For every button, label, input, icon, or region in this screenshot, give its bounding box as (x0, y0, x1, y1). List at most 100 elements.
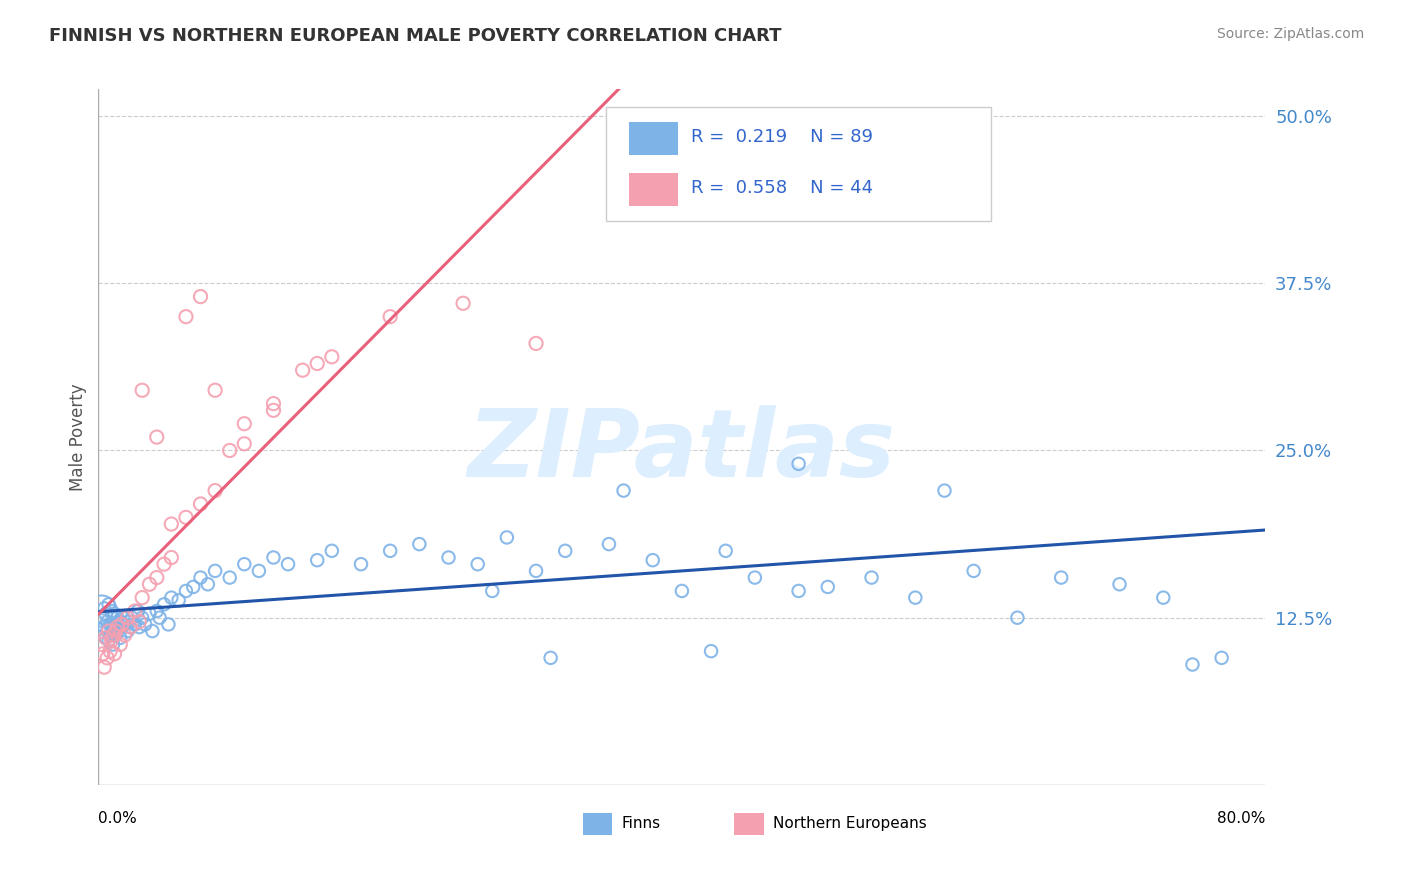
Point (218, 571, 240, 585)
Point (138, 577, 160, 591)
Point (100, 633, 122, 648)
Point (1181, 657, 1204, 672)
Point (934, 483, 956, 498)
Point (160, 516, 183, 531)
Bar (582, 813, 612, 835)
Point (181, 580, 204, 594)
Text: Source: ZipAtlas.com: Source: ZipAtlas.com (1216, 27, 1364, 41)
Point (97, 598, 120, 612)
Point (1211, 651, 1233, 665)
Point (117, 624, 139, 639)
Y-axis label: Male Poverty: Male Poverty (69, 384, 87, 491)
Point (934, 109, 956, 123)
Point (120, 620, 142, 634)
Point (277, 557, 299, 572)
Point (105, 624, 128, 639)
Point (307, 553, 329, 567)
Point (540, 651, 562, 665)
Point (101, 611, 124, 625)
Point (131, 611, 153, 625)
Point (98, 617, 121, 632)
Point (104, 624, 127, 639)
Point (153, 557, 176, 572)
Point (117, 611, 139, 625)
Point (174, 510, 197, 524)
Point (408, 537, 430, 551)
Point (321, 544, 343, 558)
Point (93, 660, 115, 674)
Point (262, 550, 284, 565)
Point (174, 310, 197, 324)
Point (524, 564, 547, 578)
Point (817, 580, 839, 594)
Point (124, 604, 146, 618)
Text: R =  0.558    N = 44: R = 0.558 N = 44 (692, 179, 873, 197)
Point (141, 624, 163, 639)
Point (90, 637, 112, 651)
Point (467, 557, 489, 572)
Text: Finns: Finns (621, 815, 661, 830)
Point (671, 584, 693, 599)
Point (94, 607, 117, 621)
Point (190, 497, 212, 511)
Point (1007, 611, 1029, 625)
Point (233, 417, 256, 431)
Point (157, 617, 180, 632)
Point (111, 620, 134, 634)
Text: 80.0%: 80.0% (1218, 811, 1265, 826)
Point (612, 483, 634, 498)
FancyBboxPatch shape (606, 106, 991, 221)
Point (108, 620, 131, 634)
Point (700, 644, 723, 658)
Point (524, 336, 547, 351)
Point (146, 604, 169, 618)
Bar (630, 173, 679, 206)
Point (787, 457, 810, 471)
Point (97, 624, 120, 639)
Point (94, 631, 117, 645)
Point (1152, 591, 1174, 605)
Point (167, 593, 190, 607)
Point (174, 584, 197, 599)
Point (90, 604, 112, 618)
Point (101, 628, 124, 642)
Point (94, 631, 117, 645)
Text: 0.0%: 0.0% (98, 811, 138, 826)
Point (380, 544, 402, 558)
Point (233, 436, 256, 450)
Point (160, 591, 183, 605)
Point (307, 356, 329, 371)
Point (114, 628, 136, 642)
Point (321, 350, 343, 364)
Point (104, 628, 127, 642)
Point (120, 620, 142, 634)
Point (101, 624, 124, 639)
Point (138, 607, 160, 621)
Point (91, 647, 114, 661)
Point (153, 598, 176, 612)
Point (93, 620, 115, 634)
Point (496, 530, 519, 544)
Point (641, 553, 664, 567)
Point (190, 289, 212, 303)
Point (554, 544, 576, 558)
Point (149, 611, 172, 625)
Point (197, 577, 219, 591)
Point (218, 443, 240, 458)
Point (124, 617, 146, 632)
Point (97, 633, 120, 648)
Point (93, 601, 115, 615)
Point (114, 617, 136, 632)
Point (111, 617, 134, 632)
Point (128, 615, 150, 629)
Point (110, 637, 132, 651)
Point (101, 637, 124, 651)
Text: FINNISH VS NORTHERN EUROPEAN MALE POVERTY CORRELATION CHART: FINNISH VS NORTHERN EUROPEAN MALE POVERT… (49, 27, 782, 45)
Point (247, 564, 270, 578)
Point (160, 550, 183, 565)
Point (103, 647, 125, 661)
Point (110, 615, 132, 629)
Point (787, 584, 810, 599)
Point (714, 544, 737, 558)
Point (96, 615, 118, 629)
